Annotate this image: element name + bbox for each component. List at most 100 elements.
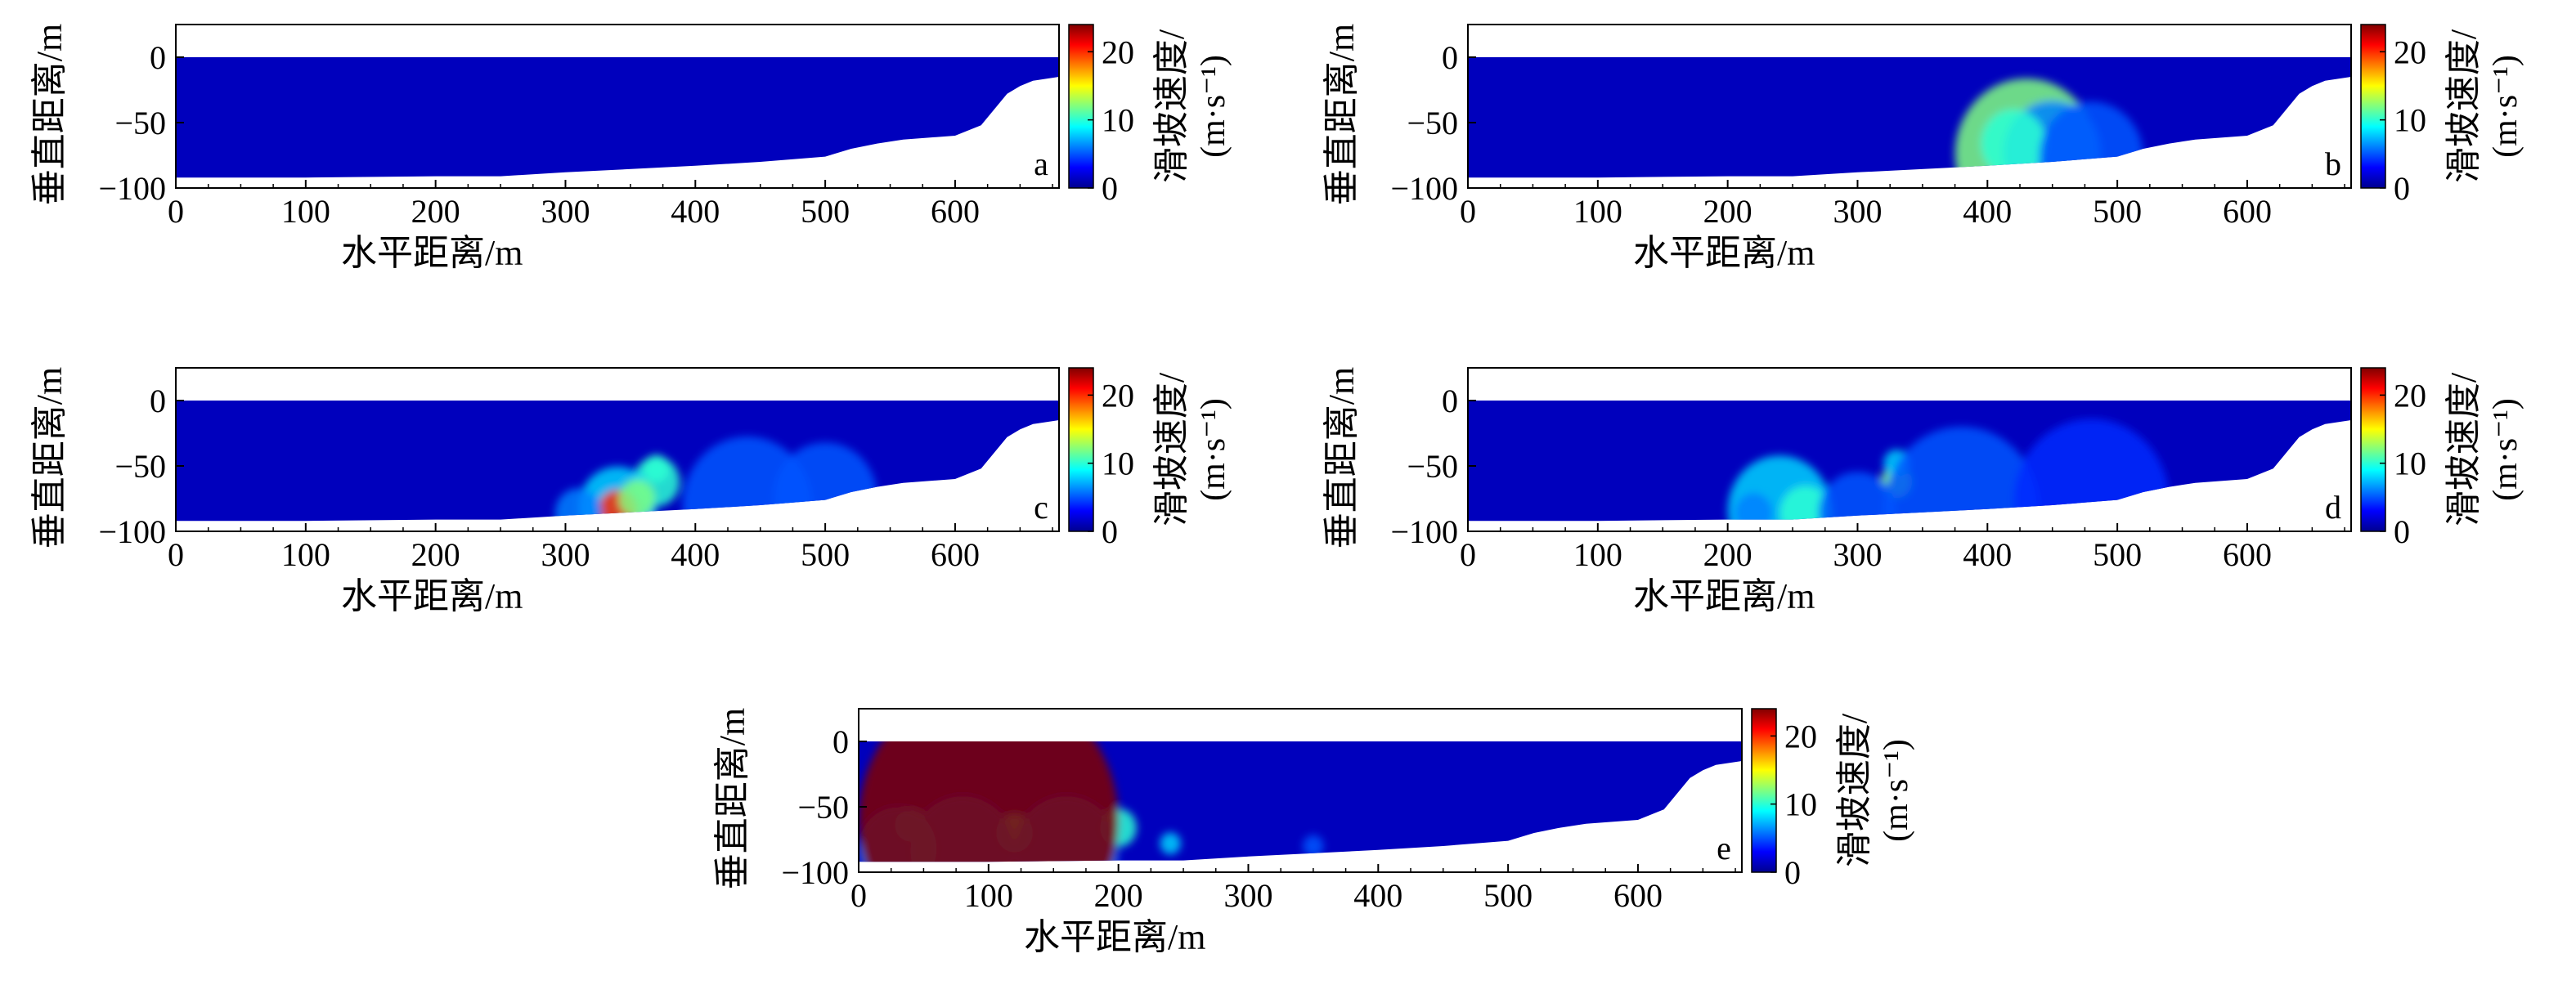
velocity-hotspot [1303,835,1324,857]
colorbar-unit: (m·s⁻¹) [1195,55,1232,158]
x-tick-label: 0 [1460,193,1476,230]
colorbar-tick-label: 20 [1784,718,1817,754]
x-tick-label: 400 [671,536,720,573]
colorbar [1068,367,1094,532]
y-tick-label: −50 [797,789,849,826]
colorbar-tick-label: 0 [2394,170,2410,207]
x-tick-label: 200 [1703,536,1752,573]
velocity-hotspot [1981,109,2046,178]
x-tick-label: 300 [1833,536,1882,573]
colorbar-label: 滑坡速度/ [1151,29,1192,183]
colorbar-tick-label: 20 [2394,34,2426,70]
colorbar-tick-label: 20 [2394,377,2426,414]
x-tick-label: 500 [1483,877,1533,914]
y-tick-label: 0 [150,39,166,76]
y-tick-label: 0 [832,723,849,760]
velocity-hotspot [1779,486,1832,522]
y-tick-label: −100 [1390,170,1458,207]
x-tick-label: 300 [541,193,590,230]
x-tick-label: 500 [801,193,850,230]
colorbar-tick-label: 20 [1102,377,1134,414]
colorbar-unit: (m·s⁻¹) [1878,739,1915,842]
velocity-hotspot [554,488,602,522]
x-tick-label: 100 [964,877,1013,914]
colorbar [1751,708,1777,873]
y-tick-label: −100 [781,854,849,891]
velocity-hotspot [643,454,670,482]
y-tick-label: −100 [98,513,166,550]
plot-frame [175,367,1060,532]
y-tick-label: 0 [1442,39,1458,76]
velocity-hotspot [2039,101,2143,178]
x-tick-label: 200 [1094,877,1143,914]
velocity-hotspot [2013,419,2170,522]
y-tick-label: 0 [1442,383,1458,419]
x-tick-label: 0 [168,536,184,573]
x-tick-label: 500 [2093,193,2142,230]
y-tick-label: 0 [150,383,166,419]
x-tick-label: 600 [1613,877,1663,914]
x-tick-label: 400 [1963,193,2012,230]
panel-letter: e [1717,830,1731,866]
x-tick-label: 400 [1353,877,1402,914]
x-tick-label: 300 [1223,877,1272,914]
x-tick-label: 600 [2223,536,2272,573]
colorbar-tick-label: 10 [2394,102,2426,139]
y-tick-label: −50 [1407,448,1458,485]
colorbar-label: 滑坡速度/ [1151,372,1192,526]
x-tick-label: 200 [411,193,460,230]
velocity-hotspot [1818,472,1897,522]
x-tick-label: 100 [281,193,330,230]
x-tick-label: 600 [931,536,980,573]
y-axis-label: 垂直距离/m [29,24,70,205]
panel-letter: b [2325,146,2341,182]
velocity-hotspot [618,479,656,518]
x-tick-label: 500 [2093,536,2142,573]
colorbar-unit: (m·s⁻¹) [2487,55,2524,158]
x-tick-label: 100 [281,536,330,573]
panel-letter: d [2325,489,2341,526]
velocity-hotspot [1734,492,1774,522]
colorbar-tick-label: 0 [1102,170,1118,207]
x-tick-label: 0 [1460,536,1476,573]
x-tick-label: 100 [1573,193,1622,230]
colorbar-label: 滑坡速度/ [2444,29,2484,183]
y-axis-label: 垂直距离/m [1322,367,1362,548]
colorbar-unit: (m·s⁻¹) [2487,398,2524,501]
velocity-hotspot [1160,832,1181,855]
colorbar [2360,24,2386,189]
colorbar-label: 滑坡速度/ [2444,372,2484,526]
velocity-field [1468,57,2351,178]
colorbar-tick-label: 10 [1102,102,1134,139]
velocity-hotspot [1883,427,2040,522]
colorbar-unit: (m·s⁻¹) [1195,398,1232,501]
y-tick-label: −50 [114,105,166,141]
x-axis-label: 水平距离/m [1633,576,1815,616]
colorbar-tick-label: 20 [1102,34,1134,70]
y-tick-label: −50 [114,448,166,485]
x-axis-label: 水平距离/m [341,576,523,616]
y-axis-label: 垂直距离/m [712,708,752,889]
plot-frame [1467,367,2352,532]
plot-frame [1467,24,2352,189]
x-tick-label: 300 [541,536,590,573]
x-tick-label: 0 [168,193,184,230]
x-axis-label: 水平距离/m [1024,917,1205,957]
panel-letter: a [1034,146,1048,182]
colorbar-tick-label: 0 [1784,854,1801,891]
x-tick-label: 400 [671,193,720,230]
x-tick-label: 400 [1963,536,2012,573]
x-tick-label: 600 [931,193,980,230]
colorbar-tick-label: 0 [2394,513,2410,550]
x-tick-label: 0 [850,877,867,914]
panel-letter: c [1034,489,1048,526]
x-tick-label: 200 [1703,193,1752,230]
y-axis-label: 垂直距离/m [1322,24,1362,205]
colorbar-tick-label: 10 [1784,786,1817,823]
